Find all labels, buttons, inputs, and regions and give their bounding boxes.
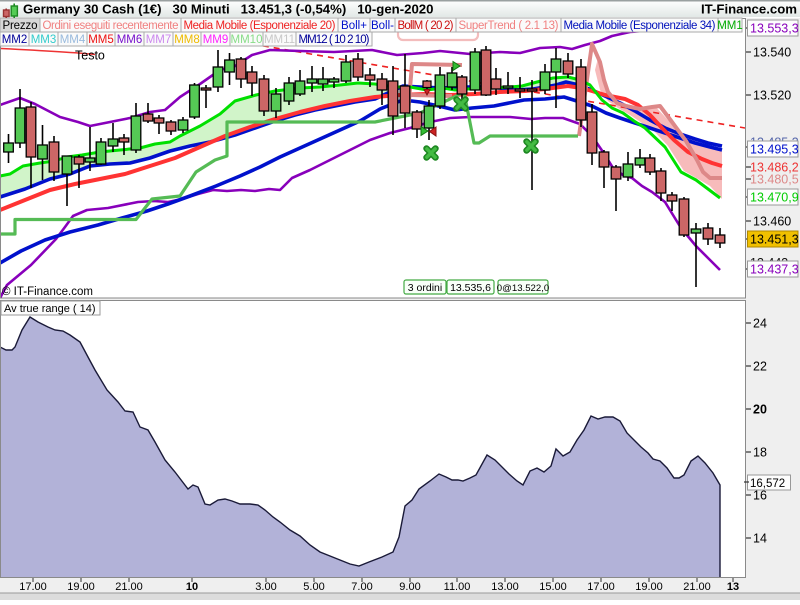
svg-text:17.00: 17.00	[19, 581, 47, 593]
svg-text:13.540: 13.540	[753, 46, 791, 60]
svg-text:MM3: MM3	[31, 34, 57, 46]
svg-text:7.00: 7.00	[351, 581, 372, 593]
svg-text:MM12 ( 10 2 10): MM12 ( 10 2 10)	[299, 34, 370, 46]
svg-text:13.520: 13.520	[753, 89, 791, 103]
svg-text:© IT-Finance.com: © IT-Finance.com	[2, 286, 93, 298]
svg-text:13.486,2: 13.486,2	[750, 161, 799, 175]
svg-text:Boll-: Boll-	[371, 20, 394, 32]
svg-text:0@13.522,0: 0@13.522,0	[497, 283, 549, 294]
svg-text:13.535,6: 13.535,6	[450, 282, 491, 294]
svg-text:Germany 30 Cash (1€) 30 Minu: Germany 30 Cash (1€) 30 Minuti 13.451,3 …	[23, 2, 433, 17]
svg-text:13.460: 13.460	[753, 215, 791, 229]
svg-text:13.480,5: 13.480,5	[750, 173, 799, 187]
svg-text:20: 20	[753, 403, 767, 417]
svg-text:16,572: 16,572	[750, 478, 785, 490]
svg-text:13.495,3: 13.495,3	[750, 143, 799, 157]
svg-text:MM6: MM6	[117, 34, 143, 46]
svg-text:21.00: 21.00	[683, 581, 711, 593]
svg-text:13.553,3: 13.553,3	[750, 22, 799, 36]
svg-text:15.00: 15.00	[539, 581, 567, 593]
svg-text:13.437,3: 13.437,3	[750, 263, 799, 277]
svg-text:BollM ( 20 2): BollM ( 20 2)	[398, 20, 454, 32]
svg-text:13.00: 13.00	[491, 581, 519, 593]
svg-text:13.470,9: 13.470,9	[750, 191, 799, 205]
svg-text:MM5: MM5	[88, 34, 114, 46]
svg-text:13: 13	[727, 581, 739, 593]
svg-text:14: 14	[753, 532, 767, 546]
svg-text:13.451,3: 13.451,3	[750, 233, 799, 247]
svg-text:MM10: MM10	[231, 34, 263, 46]
svg-text:3.00: 3.00	[255, 581, 276, 593]
svg-text:Testo: Testo	[75, 49, 105, 63]
svg-text:Media Mobile (Esponenziale 34): Media Mobile (Esponenziale 34)	[564, 20, 716, 32]
svg-text:9.00: 9.00	[399, 581, 420, 593]
svg-text:MM7: MM7	[146, 34, 172, 46]
svg-text:Media Mobile (Esponenziale 20): Media Mobile (Esponenziale 20)	[184, 20, 336, 32]
svg-text:5.00: 5.00	[303, 581, 324, 593]
svg-text:19.00: 19.00	[635, 581, 663, 593]
svg-text:18: 18	[753, 446, 767, 460]
svg-text:21.00: 21.00	[115, 581, 143, 593]
svg-text:24: 24	[753, 317, 767, 331]
svg-text:MM8: MM8	[174, 34, 200, 46]
svg-text:Prezzo: Prezzo	[3, 20, 38, 32]
svg-text:MM9: MM9	[203, 34, 229, 46]
svg-text:16: 16	[753, 489, 767, 503]
svg-text:MM4: MM4	[60, 34, 86, 46]
svg-text:Ordini eseguiti recentemente: Ordini eseguiti recentemente	[43, 20, 179, 32]
svg-text:3 ordini: 3 ordini	[408, 282, 442, 294]
svg-text:MM2: MM2	[2, 34, 28, 46]
svg-text:19.00: 19.00	[67, 581, 95, 593]
svg-text:Boll+: Boll+	[341, 20, 367, 32]
svg-text:10: 10	[186, 581, 198, 593]
svg-text:22: 22	[753, 360, 767, 374]
svg-text:MM1: MM1	[717, 20, 743, 32]
svg-text:IT-Finance.com: IT-Finance.com	[701, 2, 797, 17]
svg-text:17.00: 17.00	[587, 581, 615, 593]
svg-text:MM11: MM11	[264, 34, 295, 46]
svg-text:SuperTrend ( 2.1 13): SuperTrend ( 2.1 13)	[459, 20, 559, 32]
svg-text:Av true range ( 14): Av true range ( 14)	[4, 303, 96, 315]
svg-text:11.00: 11.00	[444, 581, 471, 593]
